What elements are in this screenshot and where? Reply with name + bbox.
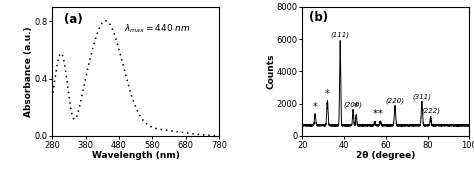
Text: $\lambda_{max}$$= 440\ nm$: $\lambda_{max}$$= 440\ nm$ (124, 22, 191, 35)
Text: (222): (222) (421, 108, 440, 114)
Text: (200): (200) (344, 101, 363, 108)
Text: (b): (b) (309, 11, 328, 24)
Text: *: * (373, 109, 377, 119)
Text: (220): (220) (385, 97, 404, 104)
Text: (111): (111) (331, 32, 350, 38)
Text: *: * (378, 109, 383, 119)
Text: *: * (313, 102, 318, 112)
Text: *: * (354, 103, 359, 112)
Y-axis label: Absorbance (a.u.): Absorbance (a.u.) (24, 26, 33, 117)
Text: (311): (311) (412, 93, 431, 100)
X-axis label: Wavelength (nm): Wavelength (nm) (91, 151, 180, 160)
Text: (a): (a) (64, 13, 82, 26)
Text: *: * (325, 89, 330, 99)
X-axis label: 2θ (degree): 2θ (degree) (356, 151, 416, 160)
Y-axis label: Counts: Counts (266, 54, 275, 89)
